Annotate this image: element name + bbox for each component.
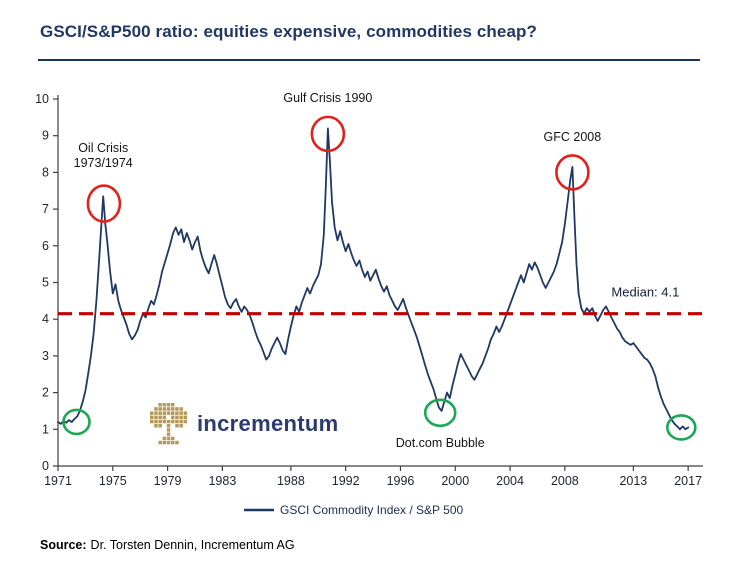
y-tick-label: 10: [35, 92, 49, 106]
source-label: Source:: [40, 538, 87, 552]
y-tick-label: 1: [42, 422, 49, 436]
tree-pixel: [166, 440, 171, 445]
tree-pixel: [158, 415, 162, 420]
tree-pixel: [154, 424, 158, 428]
source-text: Dr. Torsten Dennin, Incrementum AG: [90, 538, 295, 552]
tree-pixel: [183, 419, 188, 424]
source-line: Source: Dr. Torsten Dennin, Incrementum A…: [40, 538, 295, 552]
annotation-label: GFC 2008: [544, 130, 602, 144]
annotation-label: Gulf Crisis 1990: [283, 91, 372, 105]
x-tick-label: 1979: [154, 474, 182, 488]
tree-pixel: [166, 411, 171, 415]
tree-pixel: [179, 415, 183, 420]
tree-pixel: [179, 411, 183, 415]
tree-pixel: [158, 424, 162, 428]
tree-pixel: [150, 419, 154, 424]
title-divider: [38, 59, 700, 61]
tree-pixel: [175, 424, 179, 428]
annotation-circle-trough: [62, 408, 91, 436]
tree-pixel: [150, 411, 154, 415]
annotation-circle-trough: [423, 398, 457, 428]
tree-pixel: [171, 411, 175, 415]
tree-pixel: [154, 411, 158, 415]
tree-pixel: [179, 419, 183, 424]
y-tick-label: 4: [42, 312, 49, 326]
y-tick-label: 8: [42, 165, 49, 179]
tree-pixel: [171, 407, 175, 411]
tree-pixel: [166, 424, 171, 428]
series-line: [57, 127, 690, 431]
y-tick-label: 6: [42, 239, 49, 253]
tree-pixel: [154, 419, 158, 424]
annotation-label: Oil Crisis 1973/1974: [74, 141, 133, 170]
x-tick-label: 1996: [387, 474, 415, 488]
median-label: Median: 4.1: [611, 284, 679, 299]
logo-text: incrementum: [197, 411, 339, 436]
legend-label: GSCI Commodity Index / S&P 500: [280, 503, 464, 517]
y-tick-label: 5: [42, 276, 49, 290]
tree-pixel: [166, 436, 171, 441]
x-tick-label: 1975: [99, 474, 127, 488]
tree-pixel: [158, 440, 162, 445]
x-tick-label: 2008: [551, 474, 579, 488]
x-tick-label: 1983: [208, 474, 236, 488]
x-tick-label: 1992: [332, 474, 360, 488]
y-tick-label: 9: [42, 129, 49, 143]
tree-pixel: [171, 403, 175, 407]
tree-pixel: [175, 407, 179, 411]
tree-pixel: [162, 440, 167, 445]
x-tick-label: 2000: [441, 474, 469, 488]
annotation-circle-peak: [555, 154, 590, 191]
tree-pixel: [171, 415, 175, 420]
y-tick-label: 0: [42, 459, 49, 473]
tree-pixel: [158, 411, 162, 415]
tree-pixel: [179, 424, 183, 428]
incrementum-logo: incrementum: [150, 403, 338, 445]
tree-pixel: [162, 415, 167, 420]
tree-pixel: [162, 403, 167, 407]
tree-pixel: [154, 407, 158, 411]
x-tick-label: 1988: [277, 474, 305, 488]
annotation-circle-trough: [666, 414, 697, 441]
tree-pixel: [166, 428, 171, 432]
annotation-circle-peak: [86, 184, 122, 223]
tree-pixel: [175, 419, 179, 424]
tree-pixel: [183, 415, 188, 420]
annotation-label: Dot.com Bubble: [396, 436, 485, 450]
tree-pixel: [162, 436, 167, 441]
tree-pixel: [175, 415, 179, 420]
tree-pixel: [171, 436, 175, 441]
x-tick-label: 1971: [44, 474, 72, 488]
tree-pixel: [158, 407, 162, 411]
tree-pixel: [158, 403, 162, 407]
annotation-circle-peak: [310, 115, 346, 153]
tree-pixel: [183, 411, 188, 415]
tree-pixel: [166, 407, 171, 411]
tree-pixel: [166, 419, 171, 424]
y-tick-label: 7: [42, 202, 49, 216]
tree-pixel: [162, 419, 167, 424]
tree-pixel: [158, 419, 162, 424]
tree-pixel: [171, 419, 175, 424]
tree-pixel: [162, 411, 167, 415]
tree-pixel: [166, 432, 171, 436]
tree-icon: [150, 403, 188, 445]
tree-pixel: [175, 411, 179, 415]
tree-pixel: [175, 440, 179, 445]
tree-pixel: [150, 415, 154, 420]
y-tick-label: 3: [42, 349, 49, 363]
x-tick-label: 2013: [619, 474, 647, 488]
y-tick-label: 2: [42, 386, 49, 400]
tree-pixel: [162, 407, 167, 411]
x-tick-label: 2017: [674, 474, 702, 488]
tree-pixel: [166, 403, 171, 407]
ratio-chart: 0 1 2 3 4 5 6 7 8 9 10 1971 1975 1979 1983 1988 1992 1996…: [35, 91, 706, 517]
page-title: GSCI/S&P500 ratio: equities expensive, c…: [40, 22, 537, 41]
tree-pixel: [154, 415, 158, 420]
x-tick-label: 2004: [496, 474, 524, 488]
tree-pixel: [171, 440, 175, 445]
tree-pixel: [179, 407, 183, 411]
